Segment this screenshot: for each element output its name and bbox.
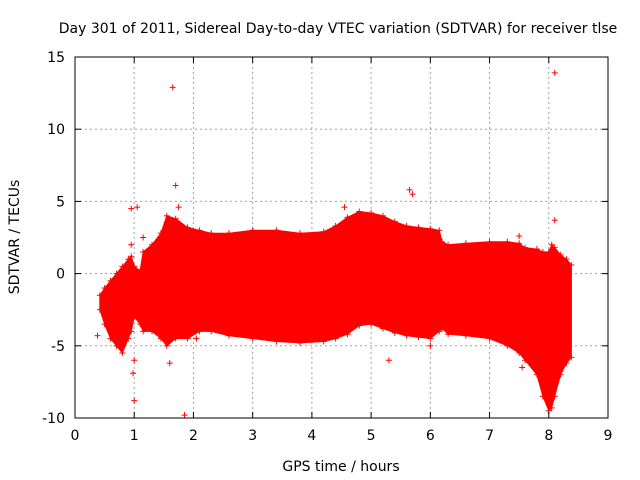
outlier-point — [341, 204, 348, 211]
x-tick-label: 6 — [426, 428, 435, 444]
x-tick-label: 0 — [71, 428, 80, 444]
outlier-point — [516, 233, 523, 240]
x-tick-label: 8 — [544, 428, 553, 444]
outlier-point — [130, 370, 137, 377]
outlier-point — [175, 204, 182, 211]
outlier-point — [169, 84, 176, 91]
y-tick-label: -5 — [51, 339, 65, 355]
chart-title: Day 301 of 2011, Sidereal Day-to-day VTE… — [59, 21, 618, 37]
x-tick-label: 9 — [604, 428, 613, 444]
outlier-point — [181, 412, 188, 419]
y-tick-label: 0 — [56, 267, 65, 283]
x-tick-label: 2 — [189, 428, 198, 444]
outlier-point — [128, 205, 135, 212]
data-band — [96, 208, 575, 414]
outlier-point — [128, 241, 135, 248]
outlier-point — [131, 357, 138, 364]
outlier-point — [140, 234, 147, 241]
outlier-point — [131, 397, 138, 404]
y-tick-label: 15 — [47, 50, 65, 66]
outlier-point — [551, 69, 558, 76]
outlier-point — [406, 186, 413, 193]
y-tick-label: 5 — [56, 194, 65, 210]
plot-frame — [74, 56, 609, 419]
x-tick-label: 1 — [130, 428, 139, 444]
x-axis-label: GPS time / hours — [282, 459, 399, 475]
outlier-point — [551, 217, 558, 224]
outlier-point — [166, 360, 173, 367]
outlier-point — [134, 204, 141, 211]
x-tick-label: 7 — [485, 428, 494, 444]
outlier-point — [519, 364, 526, 371]
outlier-point — [172, 182, 179, 189]
outlier-point — [193, 335, 200, 342]
y-tick-label: -10 — [42, 411, 65, 427]
outlier-point — [94, 332, 101, 339]
outlier-points — [94, 69, 558, 419]
outlier-point — [409, 191, 416, 198]
y-axis-label: SDTVAR / TECUs — [7, 180, 23, 295]
x-tick-label: 4 — [307, 428, 316, 444]
outlier-point — [385, 357, 392, 364]
y-tick-label: 10 — [47, 122, 65, 138]
outlier-point — [427, 342, 434, 349]
axis-ticks: 0 1 2 3 4 5 6 7 8 9 -10 -5 0 5 10 15 — [42, 50, 612, 444]
x-tick-label: 5 — [367, 428, 376, 444]
x-tick-label: 3 — [248, 428, 257, 444]
